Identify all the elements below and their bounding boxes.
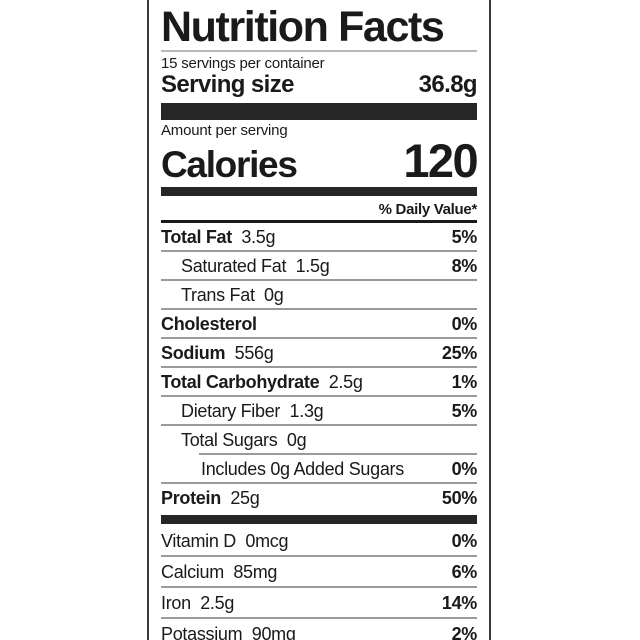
calories-value: 120 (403, 133, 478, 187)
nutrient-amount: 0g (254, 284, 284, 305)
nutrient-name: Protein (161, 487, 221, 508)
daily-value-header: % Daily Value* (378, 200, 478, 218)
nutrient-row-divider (161, 423, 477, 426)
thick-divider-top (161, 103, 477, 121)
nutrient-name: Sodium (161, 342, 226, 363)
nutrient-daily-value: 8% (451, 255, 478, 276)
nutrient-name-amount: Protein 25g (161, 487, 260, 508)
nutrient-name-amount: Saturated Fat 1.5g (181, 255, 330, 276)
nutrient-row-divider (161, 307, 477, 310)
nutrient-amount: 1.5g (286, 255, 330, 276)
nutrient-row-divider (161, 336, 477, 339)
nutrient-row-divider (161, 394, 477, 397)
nutrient-row: Total Fat 3.5g 5% (161, 223, 477, 250)
amount-per-serving-label: Amount per serving (161, 122, 288, 140)
thick-divider-calories (161, 186, 477, 196)
nutrient-row: Dietary Fiber 1.3g 5% (161, 397, 477, 424)
nutrient-name-amount: Trans Fat 0g (181, 284, 284, 305)
nutrition-facts-panel: Nutrition Facts 15 servings per containe… (147, 0, 491, 640)
serving-size-value: 36.8g (418, 71, 478, 99)
micronutrient-row: Vitamin D 0mcg 0% (161, 526, 477, 555)
nutrient-name: Total Fat (161, 226, 232, 247)
nutrient-row-divider (161, 278, 477, 281)
micronutrient-row-divider (161, 616, 477, 619)
thick-divider-micronutrients (161, 514, 477, 524)
micronutrient-row: Potassium 90mg 2% (161, 619, 477, 640)
nutrient-amount: 2.5g (319, 371, 363, 392)
nutrient-daily-value: 25% (441, 342, 477, 363)
nutrient-row: Total Carbohydrate 2.5g 1% (161, 368, 477, 395)
nutrient-row: Sodium 556g 25% (161, 339, 477, 366)
nutrient-amount: 556g (225, 342, 274, 363)
nutrient-name-amount: Includes 0g Added Sugars (201, 460, 404, 478)
micronutrient-daily-value: 0% (451, 530, 478, 551)
nutrient-amount: 0g (277, 429, 307, 450)
nutrient-name-amount: Total Carbohydrate 2.5g (161, 373, 363, 391)
nutrient-daily-value: 0% (451, 313, 478, 334)
micronutrient-row: Calcium 85mg 6% (161, 557, 477, 586)
nutrient-amount: 3.5g (231, 226, 276, 247)
nutrient-amount: 25g (220, 487, 260, 508)
nutrient-amount: 1.3g (280, 400, 324, 421)
micronutrient-daily-value: 6% (451, 561, 478, 582)
serving-size-row: Serving size 36.8g (161, 71, 478, 99)
nutrient-name: Total Sugars (181, 429, 278, 450)
nutrient-daily-value: 5% (451, 226, 478, 247)
nutrients-table-top-rule (161, 219, 477, 223)
micronutrient-row-divider (161, 554, 477, 557)
nutrient-name: Includes 0g Added Sugars (201, 458, 404, 479)
nutrient-row: Includes 0g Added Sugars 0% (161, 455, 477, 482)
nutrient-name-amount: Dietary Fiber 1.3g (181, 400, 324, 421)
servings-per-container: 15 servings per container (161, 55, 325, 73)
serving-size-label: Serving size (161, 71, 294, 99)
nutrient-name: Saturated Fat (181, 255, 287, 276)
micronutrient-name-amount: Vitamin D 0mcg (161, 530, 289, 551)
micronutrient-daily-value: 2% (451, 623, 478, 640)
nutrient-name-amount: Cholesterol (161, 315, 257, 333)
nutrient-daily-value: 5% (451, 400, 478, 421)
nutrient-row: Total Sugars 0g (161, 426, 477, 453)
nutrient-row: Trans Fat 0g (161, 281, 477, 308)
micronutrient-row-divider (161, 585, 477, 588)
nutrient-name: Trans Fat (181, 284, 255, 305)
nutrient-row-divider (161, 249, 477, 252)
nutrient-list: Total Fat 3.5g 5% Saturated Fat 1.5g 8% Tran… (161, 223, 477, 511)
micronutrient-name-amount: Calcium 85mg (161, 561, 278, 582)
nutrient-row-divider (161, 481, 477, 484)
nutrient-name: Total Carbohydrate (161, 371, 320, 392)
nutrient-row-divider (161, 365, 477, 368)
page-title: Nutrition Facts (161, 3, 445, 51)
nutrient-daily-value: 50% (441, 487, 477, 508)
nutrient-row: Protein 25g 50% (161, 484, 477, 511)
nutrient-daily-value: 1% (451, 371, 478, 392)
nutrient-name: Dietary Fiber (181, 400, 281, 421)
micronutrient-list: Vitamin D 0mcg 0% Calcium 85mg 6% Iron 2.5g 1… (161, 526, 477, 640)
nutrient-name: Cholesterol (161, 313, 257, 334)
nutrient-name-amount: Total Fat 3.5g (161, 226, 276, 247)
nutrient-row: Saturated Fat 1.5g 8% (161, 252, 477, 279)
calories-row: Calories 120 (161, 133, 479, 187)
nutrient-daily-value: 0% (451, 458, 478, 479)
calories-label: Calories (161, 144, 298, 186)
nutrient-name-amount: Total Sugars 0g (181, 429, 307, 450)
title-divider (161, 50, 477, 53)
micronutrient-daily-value: 14% (441, 592, 477, 613)
micronutrient-row: Iron 2.5g 14% (161, 588, 477, 617)
nutrient-row: Cholesterol 0% (161, 310, 477, 337)
nutrient-name-amount: Sodium 556g (161, 342, 274, 363)
nutrient-row-divider (199, 452, 477, 455)
micronutrient-name-amount: Iron 2.5g (161, 592, 235, 613)
micronutrient-name-amount: Potassium 90mg (161, 623, 296, 640)
